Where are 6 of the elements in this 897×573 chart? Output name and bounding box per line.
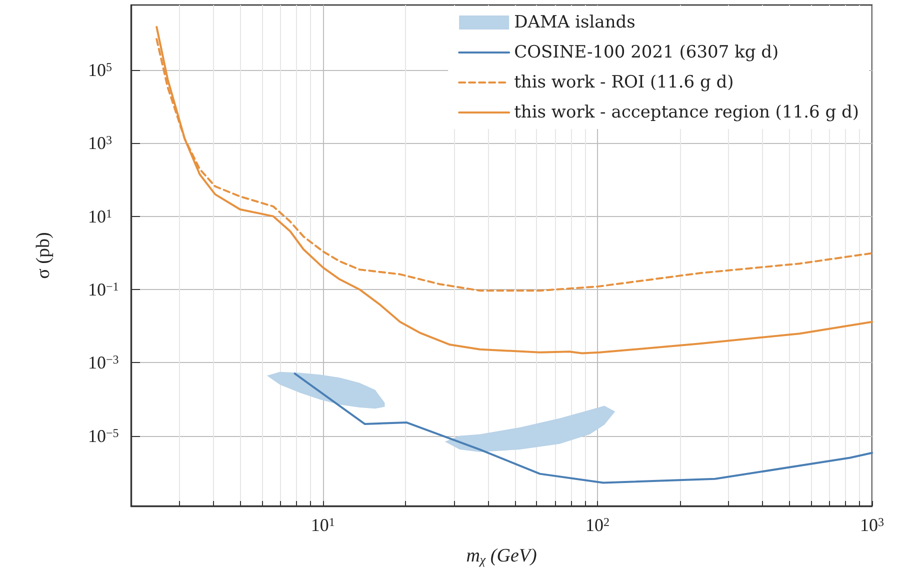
legend-label: this work - ROI (11.6 g d) [514,72,734,92]
legend-label: COSINE-100 2021 (6307 kg d) [514,42,779,62]
legend-label: this work - acceptance region (11.6 g d) [514,102,860,122]
legend-label: DAMA islands [514,12,636,32]
y-axis-title: σ (pb) [33,232,54,279]
x-axis-title: mχ (GeV) [466,546,537,567]
